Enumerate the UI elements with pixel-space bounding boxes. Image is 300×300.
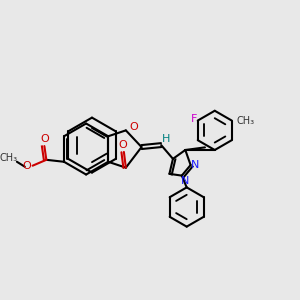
Text: O: O xyxy=(40,134,49,144)
Text: F: F xyxy=(190,114,197,124)
Text: O: O xyxy=(22,161,31,171)
Text: CH₃: CH₃ xyxy=(236,116,254,126)
Text: N: N xyxy=(181,176,189,185)
Text: N: N xyxy=(191,160,200,170)
Text: O: O xyxy=(118,140,127,150)
Text: H: H xyxy=(162,134,170,144)
Text: O: O xyxy=(130,122,139,132)
Text: CH₃: CH₃ xyxy=(0,153,18,163)
